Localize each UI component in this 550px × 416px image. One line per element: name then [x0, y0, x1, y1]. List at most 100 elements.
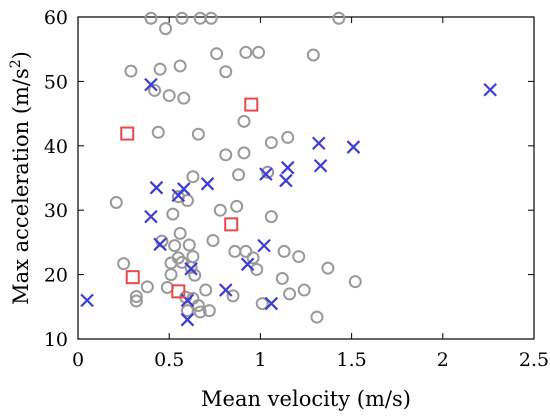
circle-point	[180, 304, 194, 318]
circle-point	[109, 195, 123, 209]
y-tick-label: 20	[44, 265, 68, 287]
circle-point	[237, 146, 251, 160]
cross-point	[279, 173, 293, 188]
cross-point	[144, 209, 158, 224]
square-point	[224, 217, 239, 232]
square-point	[244, 97, 259, 112]
circle-point	[173, 59, 187, 73]
x-tick-label: 0	[72, 349, 84, 371]
plot-area	[77, 11, 535, 340]
cross-point	[313, 158, 328, 173]
circle-point	[283, 287, 297, 301]
circle-point	[151, 125, 165, 139]
circle-point	[281, 130, 295, 144]
circle-point	[239, 45, 253, 59]
x-tick-label: 1.5	[336, 349, 366, 371]
circle-point	[230, 199, 244, 213]
circle-point	[175, 11, 189, 25]
circle-point	[129, 289, 143, 303]
circle-point	[164, 268, 178, 282]
circle-point	[166, 207, 180, 221]
circle-point	[202, 304, 216, 318]
y-axis-label: Max acceleration (m/s2)	[8, 51, 33, 305]
circle-point	[239, 244, 253, 258]
y-axis-label-suffix: )	[9, 51, 33, 59]
square-point	[171, 284, 186, 299]
cross-point	[483, 82, 498, 97]
y-tick-label: 40	[44, 136, 68, 158]
y-tick-label: 30	[44, 200, 68, 222]
circle-point	[204, 11, 218, 25]
circle-point	[184, 261, 198, 275]
x-tick-label: 0.5	[154, 349, 184, 371]
circle-point	[193, 305, 207, 319]
cross-point	[311, 136, 326, 151]
circle-point	[159, 22, 173, 36]
circle-point	[124, 64, 138, 78]
circle-point	[193, 11, 207, 25]
cross-point	[200, 177, 215, 191]
cross-point	[184, 262, 198, 276]
circle-point	[199, 283, 213, 297]
circle-point	[182, 238, 196, 252]
plot-frame	[77, 16, 535, 340]
circle-point	[160, 280, 174, 294]
circle-point	[219, 65, 233, 79]
tick-labels: 0 0.5 1 1.5 2 2.5 10 20 30 40 50 60	[44, 7, 549, 371]
y-axis-label-main: Max acceleration (m/s	[9, 68, 33, 305]
circle-point	[292, 250, 306, 264]
cross-point	[346, 140, 361, 154]
circle-point	[144, 11, 158, 25]
circle-point	[186, 170, 200, 184]
y-axis-label-superscript: 2	[8, 59, 24, 68]
y-tick-label: 10	[44, 329, 68, 351]
circle-point	[206, 233, 220, 247]
circle-point	[226, 289, 240, 303]
x-tick-label: 1	[254, 349, 266, 371]
circle-point	[310, 310, 324, 324]
axis-ticks	[77, 16, 535, 340]
cross-point	[259, 167, 273, 181]
circle-point	[168, 239, 182, 253]
y-tick-label: 50	[44, 71, 68, 93]
circle-point	[188, 268, 202, 282]
cross-point	[180, 312, 195, 327]
square-point	[120, 126, 135, 141]
circle-point	[213, 203, 227, 217]
circle-point	[321, 261, 335, 275]
circle-point	[237, 114, 251, 128]
circle-point	[277, 244, 291, 258]
circle-point	[255, 297, 269, 311]
y-tick-label: 60	[44, 7, 68, 29]
circle-point	[162, 89, 176, 103]
cross-point	[153, 237, 167, 252]
circle-point	[264, 136, 278, 150]
circle-point	[306, 48, 320, 62]
square-point	[125, 270, 140, 285]
cross-point	[257, 238, 271, 253]
cross-point	[264, 296, 279, 311]
circle-point	[348, 275, 362, 289]
circle-point	[153, 62, 167, 76]
circle-point	[129, 294, 143, 308]
cross-point	[240, 257, 255, 272]
circle-point	[148, 83, 162, 97]
cross-point	[280, 160, 295, 175]
x-tick-label: 2.5	[519, 349, 549, 371]
circle-point	[297, 283, 311, 297]
circle-point	[117, 257, 131, 271]
data-points	[80, 11, 498, 327]
circle-point	[210, 47, 224, 61]
circle-point	[191, 127, 205, 141]
circle-point	[264, 210, 278, 224]
circle-point	[173, 226, 187, 240]
circle-point	[186, 250, 200, 264]
cross-point	[80, 293, 94, 308]
circle-point	[232, 168, 246, 182]
circle-point	[177, 91, 191, 105]
x-axis-label: Mean velocity (m/s)	[201, 387, 411, 411]
circle-point	[228, 244, 242, 258]
x-tick-label: 2	[437, 349, 449, 371]
cross-point	[149, 180, 164, 195]
